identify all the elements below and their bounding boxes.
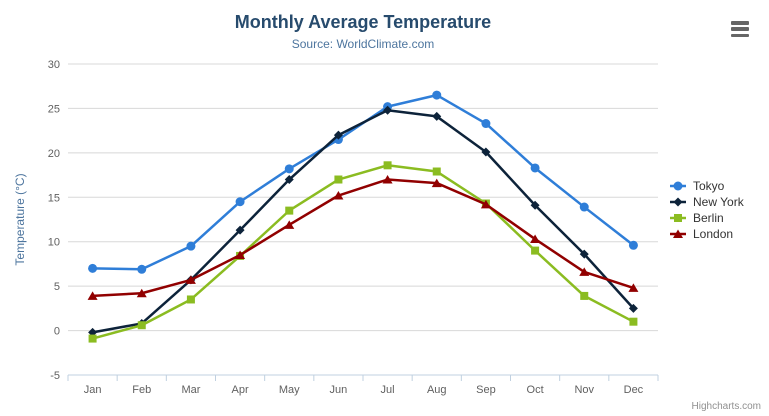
data-point-tokyo[interactable] — [481, 119, 491, 129]
diamond-icon — [673, 197, 683, 207]
legend-label: London — [693, 227, 734, 241]
data-point-tokyo[interactable] — [137, 264, 147, 274]
data-point-tokyo[interactable] — [530, 163, 540, 173]
chart-subtitle: Source: WorldClimate.com — [291, 37, 435, 51]
x-axis-label: May — [279, 384, 300, 396]
y-axis-label: 15 — [48, 192, 60, 204]
data-point-london[interactable] — [480, 199, 491, 209]
series-new-york — [88, 105, 638, 337]
legend-label: Tokyo — [693, 179, 725, 193]
data-point-berlin[interactable] — [334, 175, 343, 184]
series-line-berlin — [91, 164, 635, 340]
legend-label: New York — [693, 195, 744, 209]
circle-icon — [673, 181, 683, 191]
x-axis-label: Feb — [132, 384, 151, 396]
data-point-new-york[interactable] — [530, 200, 540, 210]
y-axis-label: 0 — [54, 326, 60, 338]
data-point-london[interactable] — [579, 267, 590, 276]
legend-item-new-york[interactable]: New York — [670, 194, 744, 210]
y-axis-label: 5 — [54, 281, 60, 293]
x-axis-label: Jul — [381, 384, 395, 396]
circle-legend-marker-icon — [670, 181, 686, 191]
data-point-new-york[interactable] — [284, 175, 294, 185]
data-point-berlin[interactable] — [629, 317, 638, 326]
x-axis-label: Sep — [476, 384, 496, 396]
square-icon — [674, 214, 682, 222]
data-point-london[interactable] — [136, 288, 147, 298]
data-point-new-york[interactable] — [628, 303, 638, 313]
data-point-tokyo[interactable] — [628, 240, 638, 250]
series-line-london — [91, 178, 635, 298]
legend-item-london[interactable]: London — [670, 226, 744, 242]
series-line-tokyo — [91, 93, 635, 271]
x-axis-label: Aug — [427, 384, 447, 396]
chart-title: Monthly Average Temperature — [234, 12, 492, 32]
triangle-legend-marker-icon — [670, 229, 686, 238]
y-axis-label: 10 — [48, 237, 60, 249]
data-point-tokyo[interactable] — [88, 263, 98, 273]
x-axis-label: Jan — [84, 384, 102, 396]
export-hamburger-menu-button[interactable] — [731, 20, 751, 38]
y-axis-title: Temperature (°C) — [13, 173, 27, 265]
y-axis-label: 25 — [48, 103, 60, 115]
data-point-london[interactable] — [530, 234, 541, 244]
data-point-tokyo[interactable] — [432, 90, 442, 100]
data-point-berlin[interactable] — [580, 291, 589, 300]
data-point-london[interactable] — [235, 250, 246, 260]
data-point-berlin[interactable] — [137, 321, 146, 330]
x-axis-label: Nov — [574, 384, 594, 396]
data-point-new-york[interactable] — [383, 105, 393, 115]
data-point-berlin[interactable] — [531, 246, 540, 255]
series-tokyo — [88, 90, 638, 274]
data-point-berlin[interactable] — [383, 161, 392, 170]
data-point-new-york[interactable] — [235, 225, 245, 235]
x-axis-label: Mar — [181, 384, 200, 396]
y-axis-label: 30 — [48, 59, 60, 71]
data-point-london[interactable] — [284, 220, 295, 229]
data-point-london[interactable] — [382, 175, 393, 184]
legend-label: Berlin — [693, 211, 724, 225]
data-point-london[interactable] — [87, 291, 98, 300]
data-point-berlin[interactable] — [88, 334, 97, 343]
series-line-new-york — [91, 108, 635, 334]
credits-link[interactable]: Highcharts.com — [691, 401, 761, 412]
series-london — [87, 175, 639, 300]
square-legend-marker-icon — [670, 214, 686, 222]
hamburger-menu-icon — [731, 27, 749, 31]
triangle-icon — [673, 229, 683, 238]
data-point-new-york[interactable] — [432, 111, 442, 121]
data-point-new-york[interactable] — [333, 130, 343, 140]
data-point-tokyo[interactable] — [186, 241, 196, 251]
legend-item-tokyo[interactable]: Tokyo — [670, 178, 744, 194]
legend-item-berlin[interactable]: Berlin — [670, 210, 744, 226]
y-axis-label: -5 — [50, 370, 60, 382]
legend: Tokyo New York Berlin London — [670, 178, 744, 242]
hamburger-menu-icon — [731, 21, 749, 25]
data-point-london[interactable] — [185, 275, 196, 284]
hamburger-menu-icon — [731, 33, 749, 37]
data-point-new-york[interactable] — [579, 249, 589, 259]
data-point-london[interactable] — [333, 191, 344, 200]
y-axis-label: 20 — [48, 148, 60, 160]
x-axis-label: Dec — [624, 384, 644, 396]
data-point-london[interactable] — [431, 178, 442, 188]
data-point-london[interactable] — [628, 283, 639, 292]
data-point-tokyo[interactable] — [235, 197, 245, 207]
data-point-new-york[interactable] — [481, 147, 491, 157]
data-point-berlin[interactable] — [186, 295, 195, 304]
x-axis-label: Oct — [527, 384, 544, 396]
data-point-tokyo[interactable] — [579, 202, 589, 212]
data-point-berlin[interactable] — [285, 206, 294, 215]
data-point-tokyo[interactable] — [284, 164, 294, 174]
x-axis-label: Jun — [330, 384, 348, 396]
diamond-legend-marker-icon — [670, 197, 686, 207]
x-axis-label: Apr — [232, 384, 249, 396]
data-point-berlin[interactable] — [432, 167, 441, 176]
